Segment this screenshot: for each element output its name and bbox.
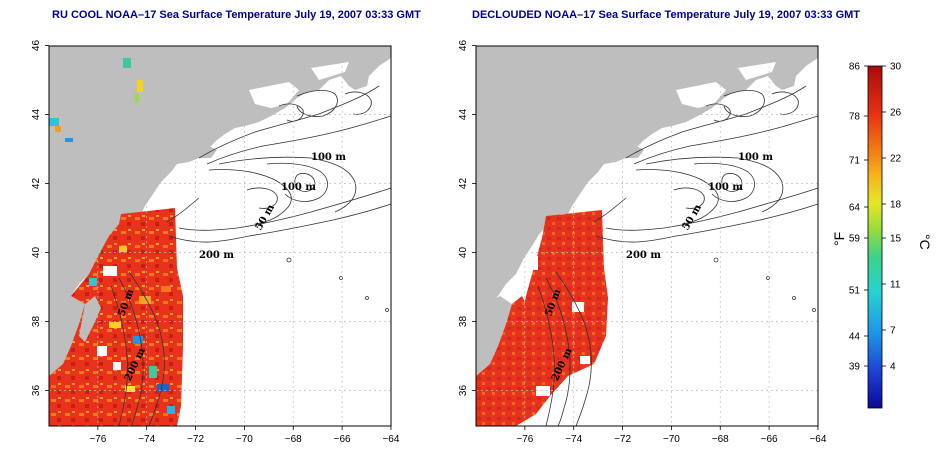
colorbar-fahrenheit-ticks: 86 78 71 64 59 51 44 39 <box>849 62 868 373</box>
left-map-panel: 100 m 100 m 50 m 200 m 50 m 200 m <box>48 45 392 427</box>
right-contour-label-100m-a: 100 m <box>738 152 773 163</box>
left-x-tick-label: −76 <box>89 434 106 445</box>
colorbar-fahrenheit-tick: 39 <box>849 362 861 373</box>
colorbar: 86 78 71 64 59 51 44 39 30 26 22 18 15 11 7 4 °F °C <box>831 62 933 409</box>
left-y-tick-label: 42 <box>31 178 42 190</box>
right-y-tick-label: 38 <box>458 316 469 328</box>
colorbar-fahrenheit-tick: 51 <box>849 286 861 297</box>
colorbar-fahrenheit-tick: 44 <box>849 332 861 343</box>
right-contour-label-200m-a: 200 m <box>626 250 661 261</box>
colorbar-gradient <box>867 65 883 409</box>
left-x-tick-label: −70 <box>236 434 253 445</box>
celsius-unit-label: °C <box>917 234 933 250</box>
colorbar-celsius-tick: 7 <box>890 326 896 337</box>
colorbar-fahrenheit-tick: 86 <box>849 62 861 73</box>
right-x-tick-label: −70 <box>663 434 680 445</box>
right-map-panel: 100 m 100 m 50 m 200 m 50 m 200 m <box>475 45 819 427</box>
colorbar-fahrenheit-tick: 64 <box>849 203 861 214</box>
left-x-tick-label: −74 <box>138 434 155 445</box>
right-x-tick-label: −68 <box>712 434 729 445</box>
fahrenheit-unit-label: °F <box>831 232 847 246</box>
left-y-tick-label: 40 <box>31 247 42 259</box>
left-contour-label-100m-b: 100 m <box>281 182 316 193</box>
right-x-axis: −76 −74 −72 −70 −68 −66 −64 <box>516 426 827 445</box>
left-contour-label-200m-a: 200 m <box>199 250 234 261</box>
left-x-tick-label: −64 <box>382 434 399 445</box>
left-plot-frame <box>48 45 392 427</box>
right-plot-frame <box>475 45 819 427</box>
left-x-tick-label: −68 <box>285 434 302 445</box>
right-sst-field <box>476 210 608 426</box>
right-x-tick-label: −72 <box>614 434 631 445</box>
right-x-tick-label: −66 <box>761 434 778 445</box>
right-data-gaps <box>528 256 590 412</box>
colorbar-celsius-ticks: 30 26 22 18 15 11 7 4 <box>882 62 902 373</box>
right-panel-title: DECLOUDED NOAA–17 Sea Surface Temperatur… <box>472 9 861 21</box>
colorbar-celsius-tick: 18 <box>890 200 902 211</box>
right-y-tick-label: 46 <box>458 40 469 52</box>
right-y-tick-label: 42 <box>458 178 469 190</box>
colorbar-celsius-tick: 15 <box>890 234 902 245</box>
right-y-tick-label: 36 <box>458 385 469 397</box>
left-x-tick-label: −72 <box>187 434 204 445</box>
colorbar-celsius-tick: 11 <box>890 280 901 291</box>
right-x-tick-label: −74 <box>565 434 582 445</box>
left-panel-title: RU COOL NOAA–17 Sea Surface Temperature … <box>52 9 421 21</box>
left-y-tick-label: 44 <box>31 109 42 121</box>
colorbar-fahrenheit-tick: 78 <box>849 112 861 123</box>
colorbar-fahrenheit-tick: 59 <box>849 234 861 245</box>
colorbar-celsius-tick: 30 <box>890 62 902 73</box>
right-x-tick-label: −64 <box>809 434 826 445</box>
left-contour-label-100m-a: 100 m <box>311 152 346 163</box>
colorbar-celsius-tick: 22 <box>890 154 902 165</box>
colorbar-celsius-tick: 26 <box>890 108 902 119</box>
right-y-axis: 36 38 40 42 44 46 <box>458 40 476 397</box>
right-contour-label-100m-b: 100 m <box>708 182 743 193</box>
left-y-tick-label: 36 <box>31 385 42 397</box>
left-x-tick-label: −66 <box>334 434 351 445</box>
colorbar-fahrenheit-tick: 71 <box>849 156 861 167</box>
colorbar-celsius-tick: 4 <box>890 362 896 373</box>
left-cloud-noise <box>49 58 175 414</box>
right-y-tick-label: 40 <box>458 247 469 259</box>
right-y-tick-label: 44 <box>458 109 469 121</box>
left-x-axis: −76 −74 −72 −70 −68 −66 −64 <box>89 426 400 445</box>
left-y-tick-label: 46 <box>31 40 42 52</box>
left-y-tick-label: 38 <box>31 316 42 328</box>
right-x-tick-label: −76 <box>516 434 533 445</box>
left-y-axis: 36 38 40 42 44 46 <box>31 40 49 397</box>
